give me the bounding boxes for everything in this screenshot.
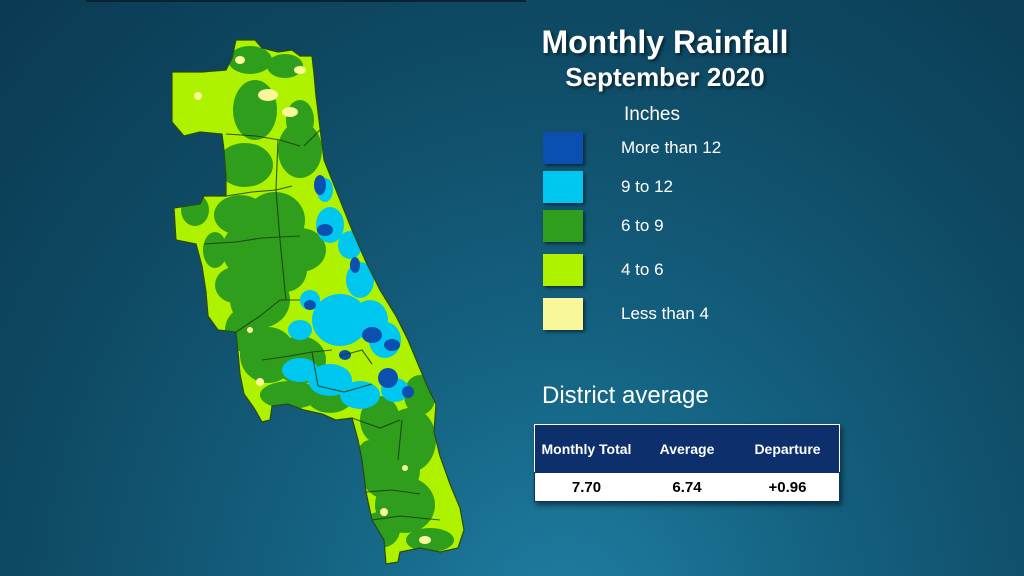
district-average-heading: District average — [542, 382, 709, 409]
county-boundary-line — [351, 417, 401, 429]
rain-6-to-9-region — [356, 440, 384, 480]
rain-more-than-12-region — [317, 224, 333, 236]
column-header-departure: Departure — [754, 440, 821, 457]
rain-less-than-4-region — [235, 56, 245, 64]
legend-label: 9 to 12 — [621, 177, 673, 196]
county-boundary-line — [339, 349, 373, 365]
rain-less-than-4-region — [256, 378, 264, 386]
county-boundary-line — [303, 129, 321, 147]
legend-item-less-than-4: Less than 4 — [543, 298, 709, 330]
county-boundary-line — [225, 185, 293, 197]
legend-label: Less than 4 — [621, 304, 709, 323]
county-boundary-line — [311, 351, 319, 387]
county-boundary-line — [275, 139, 287, 301]
legend-item-more-than-12: More than 12 — [543, 132, 721, 164]
top-divider-line — [86, 0, 526, 2]
rain-6-to-9-region — [217, 143, 273, 187]
rain-more-than-12-region — [384, 339, 400, 351]
rain-6-to-9-region — [228, 46, 272, 74]
rain-more-than-12-region — [350, 257, 360, 273]
column-header-average: Average — [659, 440, 715, 457]
table-row: 7.70 6.74 +0.96 — [534, 472, 840, 502]
county-boundary-line — [235, 299, 300, 333]
legend-swatch — [543, 171, 583, 203]
rain-more-than-12-region — [362, 327, 382, 343]
rain-more-than-12-region — [378, 368, 398, 388]
cell-monthly-total: 7.70 — [571, 478, 602, 496]
county-boundary-line — [261, 349, 333, 361]
legend-item-4-to-6: 4 to 6 — [543, 254, 664, 286]
map-title: Monthly Rainfall — [541, 24, 789, 60]
rain-less-than-4-region — [194, 92, 202, 100]
cell-departure: +0.96 — [768, 478, 807, 496]
rain-9-to-12-region — [316, 207, 344, 243]
rain-6-to-9-region — [263, 248, 307, 292]
rain-9-to-12-region — [308, 364, 352, 396]
rain-more-than-12-region — [314, 175, 326, 195]
legend-item-9-to-12: 9 to 12 — [543, 171, 673, 203]
rain-9-to-12-region — [312, 294, 368, 346]
legend-item-6-to-9: 6 to 9 — [543, 210, 664, 242]
legend-swatch — [543, 254, 583, 286]
rain-less-than-4-region — [419, 536, 431, 544]
rain-less-than-4-region — [402, 465, 408, 471]
legend-swatch — [543, 298, 583, 330]
rain-9-to-12-region — [340, 381, 380, 409]
county-boundary-line — [225, 133, 301, 147]
legend-swatch — [543, 132, 583, 164]
legend-label: More than 12 — [621, 138, 722, 157]
county-boundary-line — [203, 235, 301, 245]
cell-average: 6.74 — [672, 478, 702, 496]
legend-label: 4 to 6 — [621, 260, 664, 279]
rain-6-to-9-region — [286, 100, 314, 140]
rain-more-than-12-region — [402, 386, 414, 398]
rain-less-than-4-region — [380, 508, 388, 516]
rain-6-to-9-region — [267, 54, 303, 78]
county-boundary-line — [317, 383, 373, 393]
county-boundary-line — [397, 419, 403, 461]
rain-more-than-12-region — [304, 300, 316, 310]
legend-swatch — [543, 210, 583, 242]
legend-units: Inches — [624, 104, 680, 125]
table-header-row: Monthly Total Average Departure — [534, 424, 840, 472]
county-boundary-line — [371, 515, 441, 521]
rain-6-to-9-region — [215, 267, 255, 303]
rain-6-to-9-region — [233, 80, 277, 140]
county-boundary-line — [365, 489, 421, 495]
legend-label: 6 to 9 — [621, 216, 664, 235]
rain-9-to-12-region — [346, 262, 374, 298]
district-average-table: Monthly Total Average Departure 7.70 6.7… — [534, 424, 840, 502]
rain-less-than-4-region — [294, 66, 306, 74]
map-subtitle: September 2020 — [565, 62, 765, 92]
rain-6-to-9-region — [203, 232, 227, 268]
rain-6-to-9-region — [278, 122, 322, 178]
rain-less-than-4-region — [282, 107, 298, 117]
rain-6-to-9-region — [260, 381, 320, 409]
rain-less-than-4-region — [247, 327, 253, 333]
rain-6-to-9-region — [181, 194, 209, 226]
rain-9-to-12-region — [288, 320, 312, 340]
rain-less-than-4-region — [258, 89, 278, 101]
column-header-monthly-total: Monthly Total — [541, 440, 632, 457]
